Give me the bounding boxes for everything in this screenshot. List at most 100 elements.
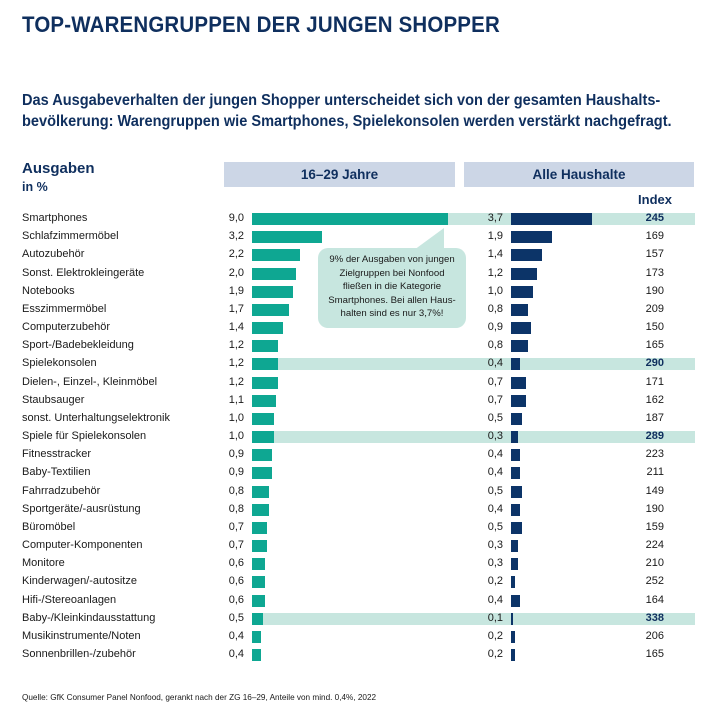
value-label-all: 0,3 (487, 430, 503, 443)
value-label-all: 0,2 (487, 648, 503, 661)
bar-all (511, 649, 516, 662)
series-header-all: Alle Haushalte (464, 162, 694, 187)
chart-row: Computerzubehör 1,4 0,9 150 (0, 319, 716, 337)
category-label: Computer-Komponenten (22, 539, 143, 552)
bar-young (252, 630, 261, 643)
chart-row: Hifi-/Stereoanlagen 0,6 0,4 164 (0, 592, 716, 610)
value-label-young: 1,4 (228, 321, 244, 334)
series-header-young: 16–29 Jahre (224, 162, 455, 187)
index-value: 190 (645, 284, 664, 297)
chart-row: Baby-Textilien 0,9 0,4 211 (0, 464, 716, 482)
value-label-young: 3,2 (228, 230, 244, 243)
index-value: 224 (645, 539, 664, 552)
bar-all (511, 485, 522, 498)
index-value: 157 (645, 248, 664, 261)
category-label: sonst. Unterhaltungselektronik (22, 411, 170, 424)
category-label: Autozubehör (22, 248, 85, 261)
y-axis-unit: in % (22, 180, 48, 194)
chart-row: Büromöbel 0,7 0,5 159 (0, 519, 716, 537)
index-value: 190 (645, 502, 664, 515)
callout-line: Zielgruppen bei Nonfood (339, 267, 445, 279)
bar-young (252, 540, 268, 553)
bar-all (511, 540, 518, 553)
callout-line: Smartphones. Bei allen Haus- (328, 294, 456, 306)
bar-young (252, 303, 290, 316)
value-label-young: 0,9 (228, 448, 244, 461)
bar-all (511, 467, 520, 480)
highlight-band (278, 358, 695, 371)
category-label: Smartphones (22, 212, 88, 224)
bar-young (252, 231, 322, 244)
value-label-young: 0,6 (228, 593, 244, 606)
chart-row: sonst. Unterhaltungselektronik 1,0 0,5 187 (0, 410, 716, 428)
index-value: 159 (645, 520, 664, 533)
bar-all (511, 249, 542, 262)
chart-row: Autozubehör 2,2 1,4 157 (0, 246, 716, 264)
index-value: 252 (645, 575, 664, 588)
source-note: Quelle: GfK Consumer Panel Nonfood, gera… (22, 693, 377, 702)
value-label-all: 0,5 (487, 411, 503, 424)
index-value: 211 (646, 466, 664, 479)
value-label-young: 1,2 (228, 375, 244, 388)
bar-all (511, 630, 516, 643)
category-label: Monitore (22, 557, 65, 570)
category-label: Baby-Textilien (22, 466, 91, 479)
bar-young (252, 376, 279, 389)
value-label-all: 0,2 (487, 575, 503, 588)
value-label-young: 0,7 (228, 539, 244, 552)
value-label-all: 0,2 (487, 629, 503, 642)
callout-line: 9% der Ausgaben von jungen (329, 254, 455, 265)
bar-all (511, 303, 529, 316)
chart-row: Kinderwagen/-autositze 0,6 0,2 252 (0, 573, 716, 591)
index-value: 187 (645, 411, 664, 424)
category-label: Staubsauger (22, 393, 85, 406)
category-label: Esszimmermöbel (22, 302, 107, 315)
bar-all (511, 612, 514, 625)
value-label-young: 1,1 (228, 393, 244, 406)
bar-young (252, 503, 270, 516)
callout-line: halten sind es nur 3,7%! (340, 308, 444, 320)
value-label-all: 0,5 (487, 484, 503, 497)
bar-young (252, 213, 449, 225)
bar-young (252, 576, 266, 589)
bar-young (252, 649, 261, 662)
index-value: 165 (645, 339, 664, 352)
category-label: Sonnenbrillen-/zubehör (22, 648, 136, 661)
bar-all (511, 376, 527, 389)
chart-row: Dielen-, Einzel-, Kleinmöbel 1,2 0,7 171 (0, 374, 716, 392)
chart-row: Sonnenbrillen-/zubehör 0,4 0,2 165 (0, 646, 716, 664)
value-label-all: 0,3 (487, 557, 503, 570)
value-label-all: 0,8 (487, 302, 503, 315)
value-label-all: 1,0 (487, 284, 503, 297)
value-label-all: 0,4 (487, 593, 503, 606)
bar-young (252, 340, 279, 353)
category-label: Schlafzimmermöbel (22, 230, 119, 243)
bar-young (252, 285, 294, 298)
value-label-all: 0,8 (487, 339, 503, 352)
index-value: 206 (645, 629, 664, 642)
category-label: Büromöbel (22, 520, 76, 533)
chart-row: Fahrradzubehör 0,8 0,5 149 (0, 483, 716, 501)
value-label-young: 0,6 (228, 575, 244, 588)
bar-all (511, 394, 527, 407)
value-label-all: 0,3 (487, 539, 503, 552)
bar-all (511, 576, 516, 589)
value-label-young: 0,8 (228, 502, 244, 515)
category-label: Kinderwagen/-autositze (22, 575, 137, 588)
chart-row: Baby-/Kleinkindausstattung 0,5 0,1 338 (0, 610, 716, 628)
bar-young (252, 594, 266, 607)
bar-young (252, 322, 283, 335)
value-label-all: 0,4 (487, 502, 503, 515)
value-label-young: 1,2 (228, 339, 244, 352)
index-value: 210 (645, 557, 664, 570)
value-label-young: 1,0 (228, 430, 244, 443)
category-label: Fahrradzubehör (22, 484, 101, 497)
index-value: 171 (645, 375, 664, 388)
value-label-young: 0,4 (228, 648, 244, 661)
category-label: Sport-/Badebekleidung (22, 339, 134, 352)
index-value: 223 (645, 448, 664, 461)
value-label-all: 3,7 (487, 212, 503, 224)
index-value: 289 (645, 430, 664, 443)
value-label-young: 2,2 (228, 248, 244, 261)
value-label-young: 1,7 (228, 302, 244, 315)
